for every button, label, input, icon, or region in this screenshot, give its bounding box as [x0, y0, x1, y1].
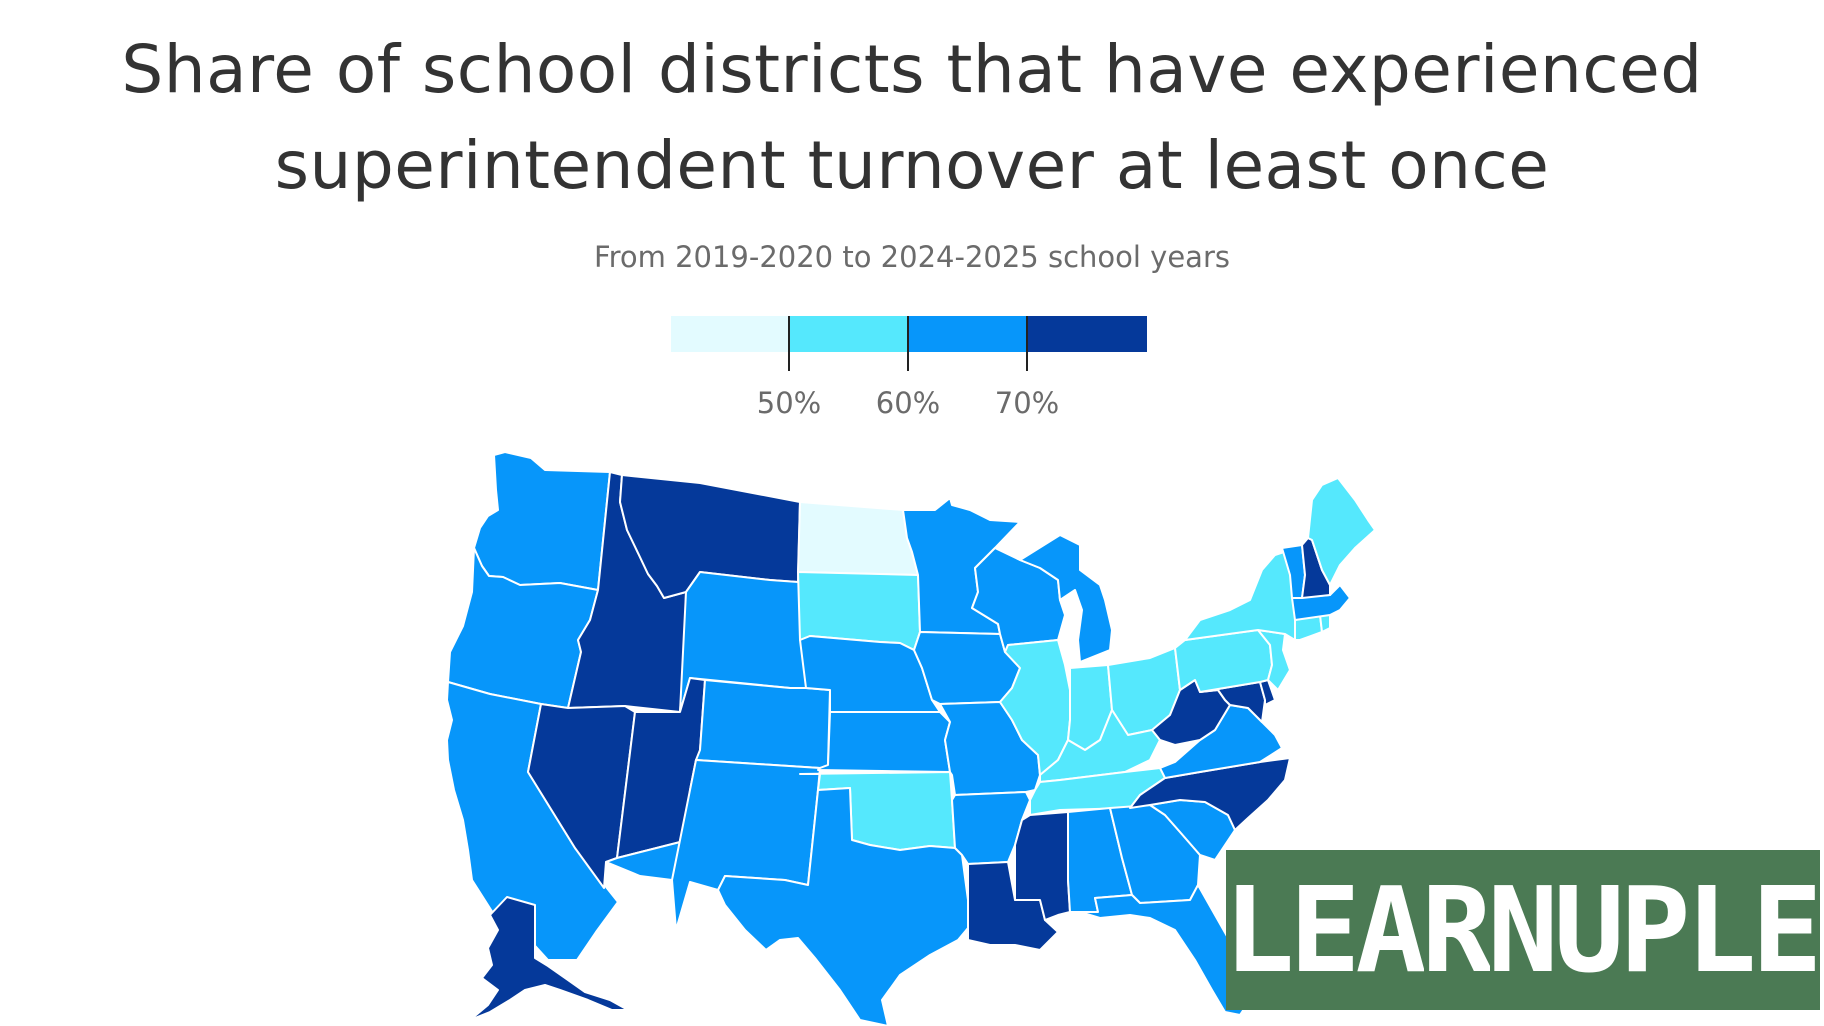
learnuple-watermark-logo: L E A R N U P L E: [1223, 850, 1823, 1010]
legend-swatch-70-plus: [1028, 316, 1147, 352]
legend-tick-label-70: 70%: [994, 386, 1060, 420]
state-ny: [1184, 549, 1303, 641]
state-ms: [1014, 811, 1071, 921]
logo-letter-tile: L: [1685, 850, 1757, 1010]
legend-swatch-50-60: [790, 316, 909, 352]
state-la: [967, 861, 1059, 951]
legend-tick-label-50: 50%: [756, 386, 822, 420]
state-tx: [717, 787, 969, 1026]
state-ma: [1291, 584, 1351, 621]
state-ri: [1319, 614, 1331, 633]
state-co: [695, 679, 831, 769]
chart-title: Share of school districts that have expe…: [0, 22, 1824, 214]
logo-letter-tile: R: [1421, 850, 1493, 1010]
state-wa: [473, 451, 611, 591]
logo-letter-tile: N: [1487, 850, 1559, 1010]
state-me: [1307, 477, 1376, 586]
chart-subtitle: From 2019-2020 to 2024-2025 school years: [594, 240, 1230, 274]
legend-tick: [1026, 316, 1028, 371]
legend-tick: [788, 316, 790, 371]
logo-letter-tile: A: [1355, 850, 1427, 1010]
legend-swatch-below-50: [671, 316, 790, 352]
logo-letter-tile: E: [1289, 850, 1361, 1010]
legend-tick: [907, 316, 909, 371]
state-nj: [1257, 629, 1291, 691]
state-ks: [817, 711, 951, 773]
chart-title-line-2: superintendent turnover at least once: [274, 127, 1550, 204]
color-legend: 50% 60% 70%: [671, 316, 1147, 426]
legend-swatch-60-70: [909, 316, 1028, 352]
logo-letter-tile: L: [1223, 850, 1295, 1010]
state-mi: [1019, 534, 1113, 663]
legend-tick-label-60: 60%: [875, 386, 941, 420]
logo-letter-tile: E: [1751, 850, 1823, 1010]
chart-title-line-1: Share of school districts that have expe…: [121, 31, 1703, 108]
state-ak: [469, 896, 629, 1021]
state-nd: [797, 501, 919, 576]
logo-letter-tile: U: [1553, 850, 1625, 1010]
logo-letter-tile: P: [1619, 850, 1691, 1010]
